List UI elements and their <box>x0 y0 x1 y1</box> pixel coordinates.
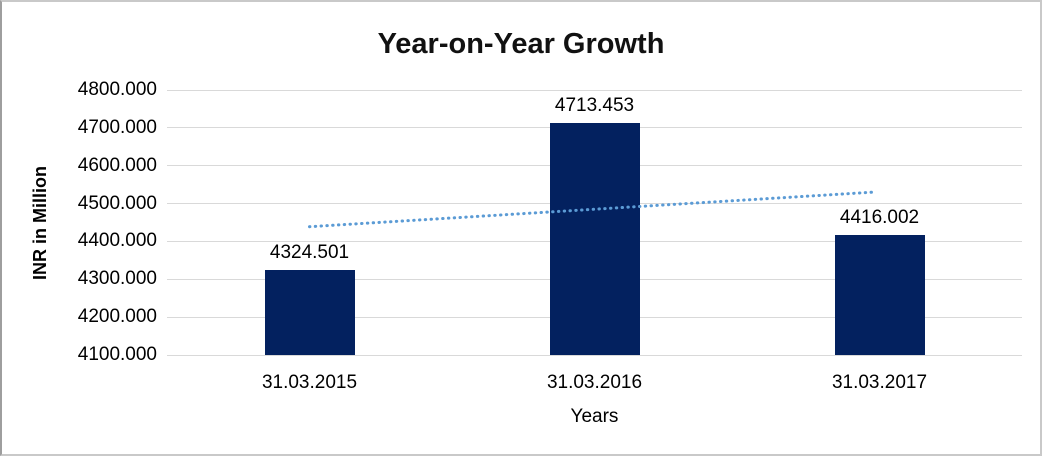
y-tick-label: 4500.000 <box>77 192 157 214</box>
bar-31.03.2017 <box>834 235 925 355</box>
y-tick-label: 4800.000 <box>77 79 157 100</box>
x-tick-label: 31.03.2015 <box>261 372 358 393</box>
gridline <box>167 89 1022 91</box>
chart-title: Year-on-Year Growth <box>377 28 665 60</box>
trendline <box>308 190 876 229</box>
bar-31.03.2015 <box>264 270 355 355</box>
x-tick-label: 31.03.2017 <box>831 372 928 393</box>
y-tick-label: 4700.000 <box>77 116 157 138</box>
y-tick-label: 4600.000 <box>77 154 157 176</box>
y-tick-label: 4300.000 <box>77 268 157 290</box>
gridline <box>167 354 1022 356</box>
bar-31.03.2016 <box>549 122 640 355</box>
bar-value-label: 4416.002 <box>839 207 920 229</box>
x-axis-title: Years <box>570 406 619 427</box>
plot-area: 4324.501 4713.453 4416.002 <box>167 89 1022 356</box>
x-tick-label: 31.03.2016 <box>546 372 643 393</box>
bar-value-label: 4713.453 <box>554 94 635 116</box>
bar-value-label: 4324.501 <box>269 242 350 263</box>
y-tick-label: 4400.000 <box>77 230 157 252</box>
y-tick-label: 4100.000 <box>77 344 157 365</box>
y-tick-label: 4200.000 <box>77 306 157 328</box>
